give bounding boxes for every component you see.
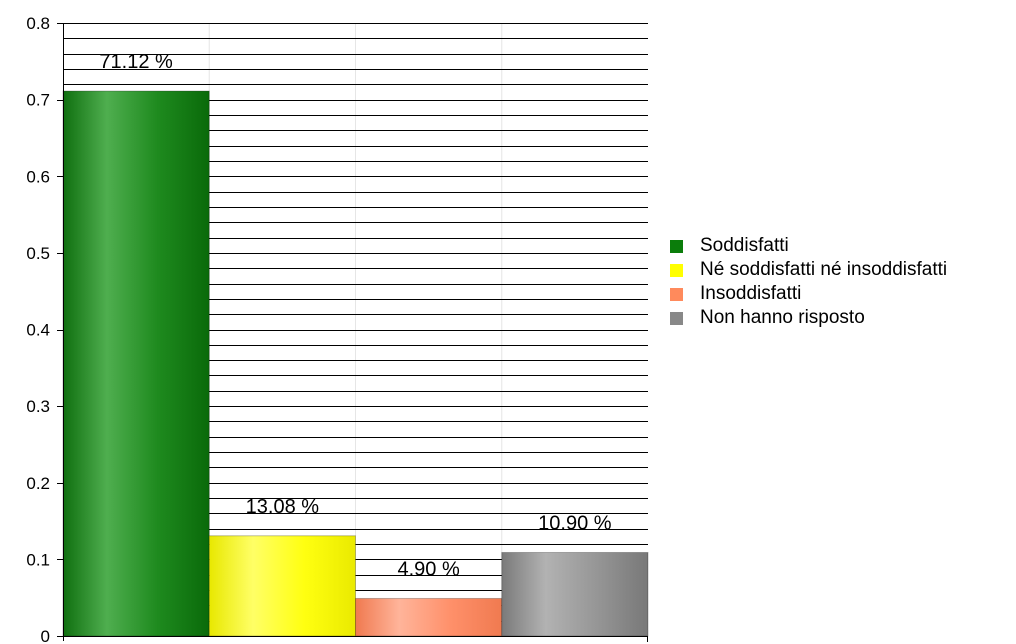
legend: Soddisfatti Né soddisfatti né insoddisfa… — [670, 234, 947, 330]
data-label: 71.12 % — [99, 51, 173, 73]
legend-swatch — [670, 263, 683, 277]
bar-3 — [501, 551, 649, 637]
legend-item-neutrali: Né soddisfatti né insoddisfatti — [670, 258, 947, 282]
data-label: 13.08 % — [246, 496, 320, 518]
bar-2 — [355, 597, 503, 637]
legend-swatch — [670, 239, 683, 253]
labels: 0 0.1 0.2 0.3 0.4 0.5 0.6 0.7 0.8 71.12 % 13.08 % 4… — [26, 14, 611, 644]
bar-0 — [62, 90, 210, 637]
legend-swatch — [670, 287, 683, 301]
data-label: 4.90 % — [397, 558, 459, 580]
y-tick-label: 0 — [41, 627, 50, 644]
legend-label: Soddisfatti — [700, 235, 789, 256]
legend-label: Insoddisfatti — [700, 283, 802, 304]
legend-item-insoddisfatti: Insoddisfatti — [670, 282, 947, 306]
y-tick-label: 0.2 — [26, 474, 50, 493]
bars — [62, 90, 649, 637]
y-tick-label: 0.3 — [26, 397, 50, 416]
legend-swatch — [670, 311, 683, 325]
axes — [57, 23, 648, 642]
legend-item-non-risposto: Non hanno risposto — [670, 306, 947, 330]
y-tick-label: 0.7 — [26, 91, 50, 110]
y-tick-label: 0.5 — [26, 244, 50, 263]
legend-item-soddisfatti: Soddisfatti — [670, 234, 947, 258]
y-tick-label: 0.1 — [26, 550, 50, 569]
data-label: 10.90 % — [538, 512, 612, 534]
legend-label: Non hanno risposto — [700, 307, 865, 328]
y-tick-label: 0.6 — [26, 167, 50, 186]
y-tick-label: 0.8 — [26, 14, 50, 33]
legend-label: Né soddisfatti né insoddisfatti — [700, 259, 948, 280]
bar-1 — [208, 535, 356, 637]
y-tick-label: 0.4 — [26, 321, 50, 340]
